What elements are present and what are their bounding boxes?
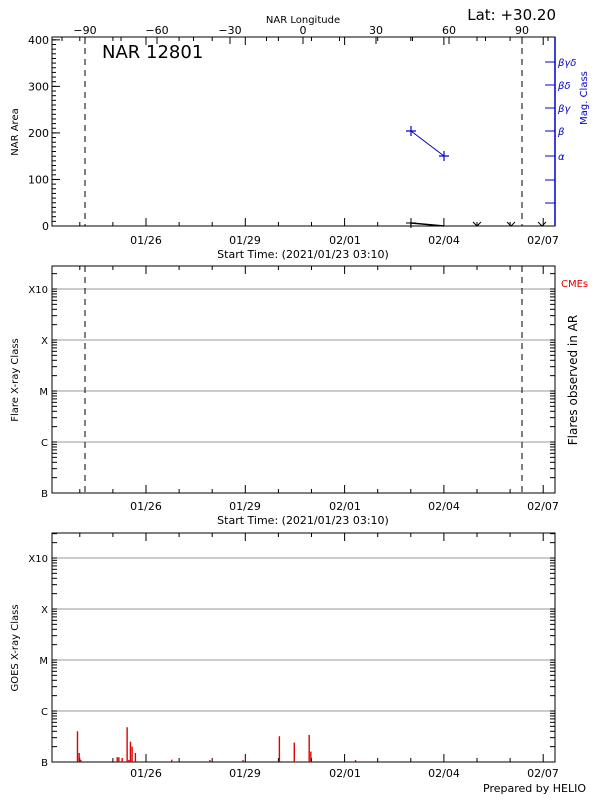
svg-text:90: 90	[515, 24, 529, 37]
svg-text:βγδ: βγδ	[557, 58, 576, 69]
top-axis-label: NAR Longitude	[266, 15, 340, 26]
svg-text:β: β	[557, 127, 565, 138]
svg-text:B: B	[41, 489, 48, 500]
panel3-frame	[51, 532, 556, 763]
svg-text:300: 300	[28, 80, 49, 93]
svg-text:0: 0	[42, 220, 49, 233]
p1-xtick-3: 02/04	[428, 234, 460, 247]
svg-text:60: 60	[442, 24, 456, 37]
svg-text:C: C	[41, 707, 48, 718]
svg-text:X10: X10	[28, 554, 48, 565]
mag-class-ticks: α β βγ βδ βγδ	[545, 58, 576, 204]
p2-xtick-2: 02/01	[329, 500, 361, 513]
goes-flare-bars	[76, 727, 357, 762]
svg-text:X: X	[41, 336, 48, 347]
p1-start-time: Start Time: (2021/01/23 03:10)	[217, 248, 389, 261]
flare-class-ylabel: Flare X-ray Class	[10, 338, 21, 422]
svg-text:30: 30	[369, 24, 383, 37]
panel3-class-grid: B C M X X10	[28, 533, 555, 769]
svg-text:X10: X10	[28, 285, 48, 296]
p1-xtick-2: 02/01	[329, 234, 361, 247]
longitude-ticks: −90 −60 −30 0 30 60 90	[61, 24, 549, 44]
p1-xtick-0: 01/26	[130, 234, 162, 247]
region-title: NAR 12801	[102, 42, 203, 63]
svg-text:βδ: βδ	[557, 81, 571, 92]
p3-xtick-4: 02/07	[527, 767, 559, 780]
goes-class-ylabel: GOES X-ray Class	[10, 604, 21, 691]
panel-nar-area: NAR 12801 NAR Area Mag. Class 0100200300…	[10, 24, 590, 233]
svg-text:α: α	[558, 152, 565, 163]
p3-xtick-1: 01/29	[229, 767, 261, 780]
p2-xtick-1: 01/29	[229, 500, 261, 513]
svg-text:400: 400	[28, 34, 49, 47]
svg-text:−60: −60	[145, 24, 168, 37]
svg-text:M: M	[39, 656, 48, 667]
panel1-frame	[51, 36, 556, 227]
panel1-date-ticks	[79, 37, 544, 226]
p2-start-time: Start Time: (2021/01/23 03:10)	[217, 514, 389, 527]
p2-xtick-3: 02/04	[428, 500, 460, 513]
p2-xtick-0: 01/26	[130, 500, 162, 513]
nar-area-ylabel: NAR Area	[10, 108, 21, 155]
p1-xtick-4: 02/07	[527, 234, 559, 247]
panel2-frame	[51, 265, 556, 494]
svg-text:0: 0	[300, 24, 307, 37]
svg-text:βγ: βγ	[557, 104, 571, 115]
panel-goes-xray: B C M X X10 GOES X-ray Class	[10, 532, 556, 769]
svg-text:B: B	[41, 758, 48, 769]
svg-text:200: 200	[28, 127, 49, 140]
p2-xtick-4: 02/07	[527, 500, 559, 513]
nar-area-series	[406, 218, 547, 228]
mag-class-series	[406, 126, 449, 161]
svg-text:X: X	[41, 605, 48, 616]
p3-xtick-0: 01/26	[130, 767, 162, 780]
panel-flares-ar: B C M X X10 Flare X-ray Class Flares observe…	[10, 265, 588, 500]
svg-text:100: 100	[28, 173, 49, 186]
panel2-class-grid: B C M X X10	[28, 266, 555, 500]
nar-area-yticks: 0 100 200 300 400	[28, 34, 60, 233]
svg-text:C: C	[41, 438, 48, 449]
latitude-label: Lat: +30.20	[467, 6, 556, 24]
svg-text:−90: −90	[73, 24, 96, 37]
svg-text:−30: −30	[218, 24, 241, 37]
flares-observed-ylabel: Flares observed in AR	[566, 315, 580, 445]
footer-credit: Prepared by HELIO	[483, 782, 586, 795]
svg-text:M: M	[39, 387, 48, 398]
mag-class-ylabel: Mag. Class	[579, 71, 590, 125]
p3-xtick-2: 02/01	[329, 767, 361, 780]
p3-xtick-3: 02/04	[428, 767, 460, 780]
cmes-legend: CMEs	[561, 279, 588, 290]
p1-xtick-1: 01/29	[229, 234, 261, 247]
